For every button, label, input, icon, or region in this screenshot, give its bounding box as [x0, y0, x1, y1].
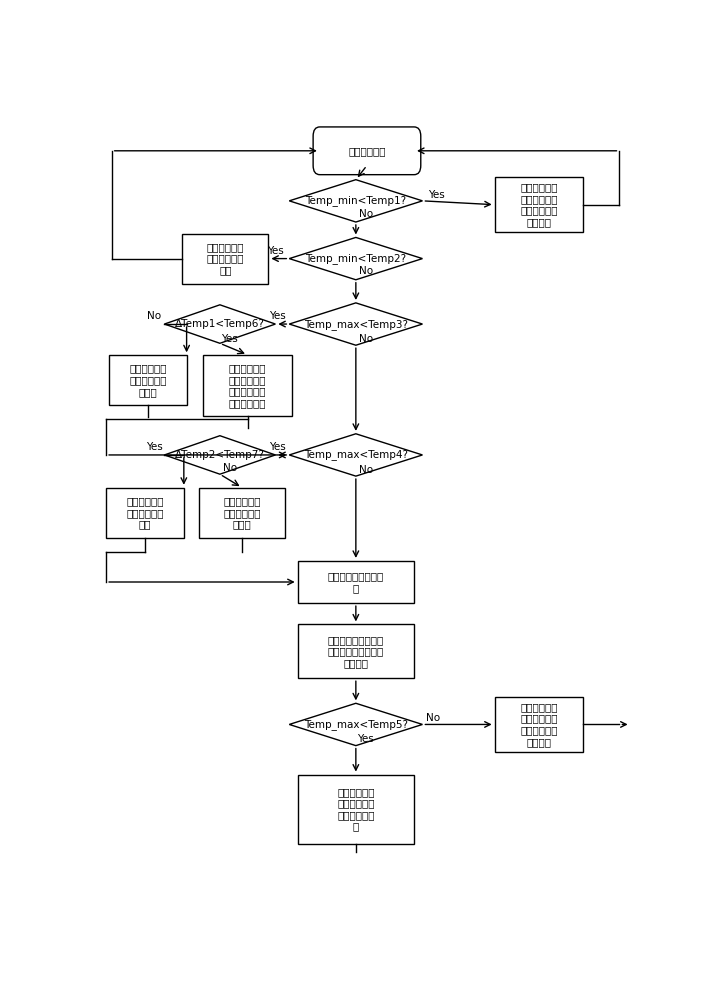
- Text: Yes: Yes: [268, 442, 286, 452]
- Text: Yes: Yes: [357, 734, 374, 744]
- Polygon shape: [165, 305, 276, 343]
- Text: 控制水泵对电
池组进行水循
环控温: 控制水泵对电 池组进行水循 环控温: [129, 364, 167, 397]
- Text: Temp_min<Temp1?: Temp_min<Temp1?: [305, 195, 407, 206]
- Bar: [298, 624, 414, 678]
- Text: 控制热交换器
以最大强度对
电池组进行降
温: 控制热交换器 以最大强度对 电池组进行降 温: [337, 787, 374, 832]
- Text: Temp_max<Temp3?: Temp_max<Temp3?: [304, 319, 408, 330]
- Text: No: No: [359, 334, 373, 344]
- Bar: [298, 774, 414, 844]
- Text: 控制电池组停
止工作，并发
出表示温度过
低的报警: 控制电池组停 止工作，并发 出表示温度过 低的报警: [521, 182, 558, 227]
- Text: ΔTemp2<Temp7?: ΔTemp2<Temp7?: [175, 450, 265, 460]
- Polygon shape: [289, 434, 422, 476]
- Polygon shape: [289, 303, 422, 345]
- Text: No: No: [223, 463, 237, 473]
- Text: No: No: [359, 465, 373, 475]
- Text: 控制热交换器
对电池组进行
降温: 控制热交换器 对电池组进行 降温: [126, 496, 164, 529]
- Text: No: No: [359, 266, 373, 276]
- Text: Temp_max<Temp5?: Temp_max<Temp5?: [304, 719, 408, 730]
- Polygon shape: [289, 703, 422, 746]
- Text: Yes: Yes: [268, 311, 286, 321]
- Bar: [109, 355, 187, 405]
- Bar: [203, 355, 292, 416]
- Text: ΔTemp1<Temp6?: ΔTemp1<Temp6?: [175, 319, 265, 329]
- Text: Yes: Yes: [267, 246, 284, 256]
- Text: 控制电池组停
止工作，并发
出表示温度过
高的报警: 控制电池组停 止工作，并发 出表示温度过 高的报警: [521, 702, 558, 747]
- Text: 控制电池散热
器对电池组进
行降温: 控制电池散热 器对电池组进 行降温: [223, 496, 261, 529]
- Text: Yes: Yes: [221, 334, 238, 344]
- Bar: [106, 488, 184, 538]
- Text: 控制加热装置
对电池组进行
加热: 控制加热装置 对电池组进行 加热: [207, 242, 244, 275]
- Bar: [183, 234, 268, 284]
- Text: Yes: Yes: [146, 442, 163, 452]
- Bar: [495, 177, 584, 232]
- Text: Temp_max<Temp4?: Temp_max<Temp4?: [304, 449, 408, 460]
- Text: 获取电池组的升温速
度: 获取电池组的升温速 度: [328, 571, 384, 593]
- Polygon shape: [289, 237, 422, 280]
- Text: No: No: [427, 713, 440, 723]
- Text: 电池温度控制: 电池温度控制: [348, 146, 386, 156]
- Polygon shape: [289, 180, 422, 222]
- FancyBboxPatch shape: [313, 127, 421, 175]
- Text: Temp_min<Temp2?: Temp_min<Temp2?: [305, 253, 407, 264]
- Polygon shape: [165, 436, 276, 474]
- Bar: [298, 561, 414, 603]
- Bar: [199, 488, 285, 538]
- Text: No: No: [147, 311, 162, 321]
- Text: 控制电池组维
持工作状态，
并不对电池组
进行温度控制: 控制电池组维 持工作状态， 并不对电池组 进行温度控制: [229, 363, 266, 408]
- Text: Yes: Yes: [428, 190, 445, 200]
- Text: 根据升温速度调整对
电池组进行的温度控
制的强度: 根据升温速度调整对 电池组进行的温度控 制的强度: [328, 635, 384, 668]
- Text: No: No: [359, 209, 373, 219]
- Bar: [495, 697, 584, 752]
